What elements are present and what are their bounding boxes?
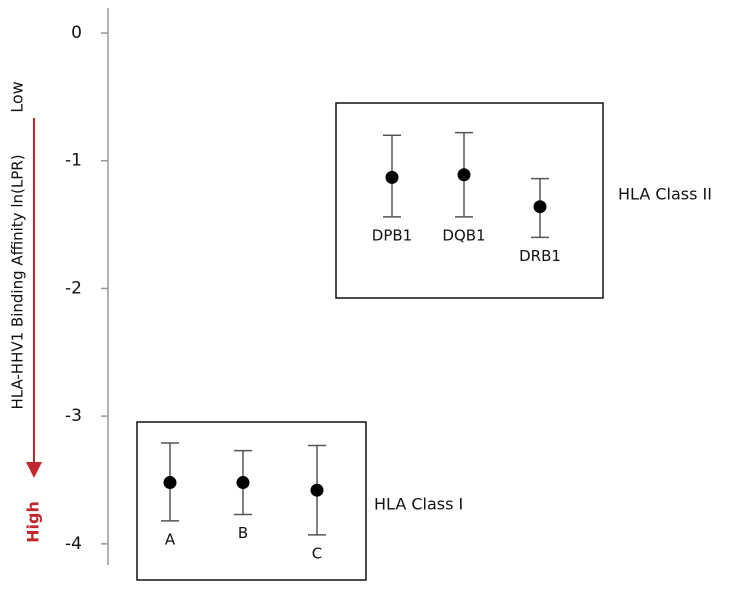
point xyxy=(457,168,471,182)
category-label: DPB1 xyxy=(372,226,412,244)
low-label: Low xyxy=(8,81,27,113)
category-label: B xyxy=(238,524,248,542)
group-box xyxy=(335,102,604,299)
y-tick-label: -2 xyxy=(65,278,82,298)
category-label: DRB1 xyxy=(519,247,561,265)
category-label: A xyxy=(165,530,176,548)
point xyxy=(163,476,177,490)
group-label: HLA Class I xyxy=(374,495,463,514)
y-tick-label: -3 xyxy=(65,406,82,426)
point xyxy=(236,476,250,490)
point xyxy=(533,200,547,214)
y-tick-label: -4 xyxy=(65,534,82,554)
group-label: HLA Class II xyxy=(618,185,712,204)
category-label: DQB1 xyxy=(442,226,485,244)
y-tick-label: 0 xyxy=(71,23,82,43)
point xyxy=(310,483,324,497)
category-label: C xyxy=(312,544,322,562)
y-axis-label: HLA-HHV1 Binding Affinity ln(LPR) xyxy=(9,154,27,409)
high-label: High xyxy=(24,501,43,543)
y-tick-label: -1 xyxy=(65,151,82,171)
point xyxy=(385,170,399,184)
group-box xyxy=(136,421,367,581)
